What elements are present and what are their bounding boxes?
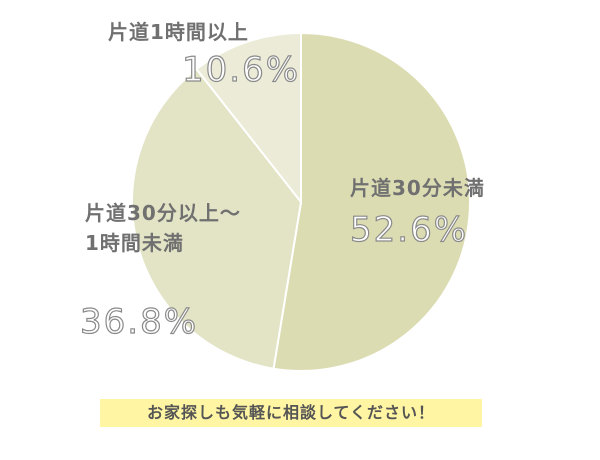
category-label: 片道30分未満 (350, 176, 485, 200)
value-label: 10.6% (181, 49, 301, 90)
pie-slice (195, 31, 302, 205)
pie-slice (131, 67, 303, 370)
footer-banner: お家探しも気軽に相談してください！ (100, 399, 482, 427)
category-label: 片道30分以上～ 1時間未満 (85, 201, 241, 255)
category-label: 片道1時間以上 (108, 20, 249, 44)
pie-slice (272, 31, 471, 372)
value-label: 36.8% (79, 301, 199, 342)
value-label: 52.6% (349, 209, 469, 250)
